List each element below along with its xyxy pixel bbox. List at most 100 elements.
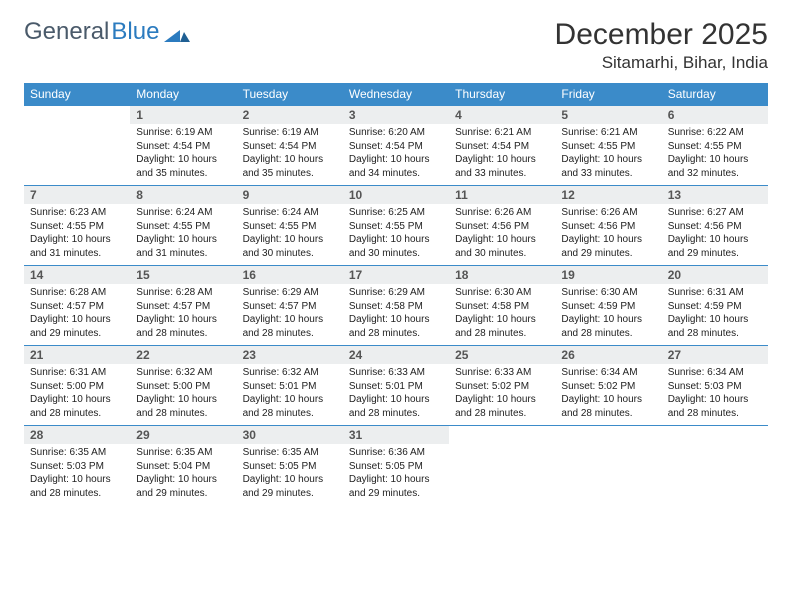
- day-details: Sunrise: 6:19 AMSunset: 4:54 PMDaylight:…: [237, 124, 343, 184]
- day-number: 26: [555, 346, 661, 364]
- day-number: 6: [662, 106, 768, 124]
- day-number: 23: [237, 346, 343, 364]
- calendar-cell: 28Sunrise: 6:35 AMSunset: 5:03 PMDayligh…: [24, 426, 130, 506]
- day-details: Sunrise: 6:19 AMSunset: 4:54 PMDaylight:…: [130, 124, 236, 184]
- calendar-cell: ..: [24, 106, 130, 186]
- day-number: 20: [662, 266, 768, 284]
- day-number: 11: [449, 186, 555, 204]
- day-details: Sunrise: 6:32 AMSunset: 5:00 PMDaylight:…: [130, 364, 236, 424]
- day-number: 28: [24, 426, 130, 444]
- day-number: 16: [237, 266, 343, 284]
- calendar-table: SundayMondayTuesdayWednesdayThursdayFrid…: [24, 83, 768, 506]
- day-details: Sunrise: 6:20 AMSunset: 4:54 PMDaylight:…: [343, 124, 449, 184]
- calendar-cell: 2Sunrise: 6:19 AMSunset: 4:54 PMDaylight…: [237, 106, 343, 186]
- day-details: Sunrise: 6:36 AMSunset: 5:05 PMDaylight:…: [343, 444, 449, 504]
- day-number: 1: [130, 106, 236, 124]
- month-title: December 2025: [555, 18, 768, 51]
- day-details: Sunrise: 6:28 AMSunset: 4:57 PMDaylight:…: [24, 284, 130, 344]
- calendar-cell: 4Sunrise: 6:21 AMSunset: 4:54 PMDaylight…: [449, 106, 555, 186]
- calendar-cell: 25Sunrise: 6:33 AMSunset: 5:02 PMDayligh…: [449, 346, 555, 426]
- day-number: 31: [343, 426, 449, 444]
- day-number: 24: [343, 346, 449, 364]
- day-details: Sunrise: 6:34 AMSunset: 5:02 PMDaylight:…: [555, 364, 661, 424]
- calendar-cell: 7Sunrise: 6:23 AMSunset: 4:55 PMDaylight…: [24, 186, 130, 266]
- day-number: 12: [555, 186, 661, 204]
- day-number: 18: [449, 266, 555, 284]
- calendar-cell: 24Sunrise: 6:33 AMSunset: 5:01 PMDayligh…: [343, 346, 449, 426]
- day-number: 25: [449, 346, 555, 364]
- day-details: Sunrise: 6:30 AMSunset: 4:59 PMDaylight:…: [555, 284, 661, 344]
- calendar-cell: 15Sunrise: 6:28 AMSunset: 4:57 PMDayligh…: [130, 266, 236, 346]
- calendar-cell: 20Sunrise: 6:31 AMSunset: 4:59 PMDayligh…: [662, 266, 768, 346]
- weekday-header: Wednesday: [343, 83, 449, 106]
- day-details: Sunrise: 6:26 AMSunset: 4:56 PMDaylight:…: [449, 204, 555, 264]
- day-number: 3: [343, 106, 449, 124]
- weekday-header: Saturday: [662, 83, 768, 106]
- calendar-cell: 31Sunrise: 6:36 AMSunset: 5:05 PMDayligh…: [343, 426, 449, 506]
- day-details: Sunrise: 6:23 AMSunset: 4:55 PMDaylight:…: [24, 204, 130, 264]
- day-details: Sunrise: 6:28 AMSunset: 4:57 PMDaylight:…: [130, 284, 236, 344]
- day-details: Sunrise: 6:30 AMSunset: 4:58 PMDaylight:…: [449, 284, 555, 344]
- day-details: Sunrise: 6:21 AMSunset: 4:54 PMDaylight:…: [449, 124, 555, 184]
- location: Sitamarhi, Bihar, India: [555, 53, 768, 73]
- weekday-header: Tuesday: [237, 83, 343, 106]
- day-number: 14: [24, 266, 130, 284]
- day-number: 17: [343, 266, 449, 284]
- calendar-cell: 22Sunrise: 6:32 AMSunset: 5:00 PMDayligh…: [130, 346, 236, 426]
- calendar-cell: 6Sunrise: 6:22 AMSunset: 4:55 PMDaylight…: [662, 106, 768, 186]
- day-details: Sunrise: 6:35 AMSunset: 5:05 PMDaylight:…: [237, 444, 343, 504]
- day-details: Sunrise: 6:33 AMSunset: 5:01 PMDaylight:…: [343, 364, 449, 424]
- day-number: 7: [24, 186, 130, 204]
- calendar-cell: 13Sunrise: 6:27 AMSunset: 4:56 PMDayligh…: [662, 186, 768, 266]
- calendar-cell: 19Sunrise: 6:30 AMSunset: 4:59 PMDayligh…: [555, 266, 661, 346]
- weekday-header: Friday: [555, 83, 661, 106]
- day-number: 15: [130, 266, 236, 284]
- day-number: 9: [237, 186, 343, 204]
- day-details: Sunrise: 6:31 AMSunset: 5:00 PMDaylight:…: [24, 364, 130, 424]
- day-details: Sunrise: 6:24 AMSunset: 4:55 PMDaylight:…: [237, 204, 343, 264]
- day-number: 21: [24, 346, 130, 364]
- weekday-header: Thursday: [449, 83, 555, 106]
- day-number: 5: [555, 106, 661, 124]
- logo-icon: [164, 22, 190, 42]
- calendar-cell: 8Sunrise: 6:24 AMSunset: 4:55 PMDaylight…: [130, 186, 236, 266]
- day-number: 19: [555, 266, 661, 284]
- day-number: 2: [237, 106, 343, 124]
- calendar-cell: ..: [449, 426, 555, 506]
- logo-text-1: General: [24, 18, 109, 46]
- day-details: Sunrise: 6:32 AMSunset: 5:01 PMDaylight:…: [237, 364, 343, 424]
- calendar-cell: 11Sunrise: 6:26 AMSunset: 4:56 PMDayligh…: [449, 186, 555, 266]
- day-details: Sunrise: 6:31 AMSunset: 4:59 PMDaylight:…: [662, 284, 768, 344]
- calendar-cell: 14Sunrise: 6:28 AMSunset: 4:57 PMDayligh…: [24, 266, 130, 346]
- calendar-cell: 18Sunrise: 6:30 AMSunset: 4:58 PMDayligh…: [449, 266, 555, 346]
- day-details: Sunrise: 6:35 AMSunset: 5:04 PMDaylight:…: [130, 444, 236, 504]
- logo: GeneralBlue: [24, 18, 190, 46]
- calendar-cell: ..: [662, 426, 768, 506]
- calendar-cell: 3Sunrise: 6:20 AMSunset: 4:54 PMDaylight…: [343, 106, 449, 186]
- calendar-cell: 16Sunrise: 6:29 AMSunset: 4:57 PMDayligh…: [237, 266, 343, 346]
- day-number: 29: [130, 426, 236, 444]
- day-details: Sunrise: 6:35 AMSunset: 5:03 PMDaylight:…: [24, 444, 130, 504]
- day-details: Sunrise: 6:21 AMSunset: 4:55 PMDaylight:…: [555, 124, 661, 184]
- calendar-cell: 5Sunrise: 6:21 AMSunset: 4:55 PMDaylight…: [555, 106, 661, 186]
- day-number: 22: [130, 346, 236, 364]
- header: GeneralBlue December 2025 Sitamarhi, Bih…: [24, 18, 768, 73]
- weekday-header: Monday: [130, 83, 236, 106]
- weekday-header: Sunday: [24, 83, 130, 106]
- day-details: Sunrise: 6:34 AMSunset: 5:03 PMDaylight:…: [662, 364, 768, 424]
- day-details: Sunrise: 6:29 AMSunset: 4:57 PMDaylight:…: [237, 284, 343, 344]
- calendar-cell: 21Sunrise: 6:31 AMSunset: 5:00 PMDayligh…: [24, 346, 130, 426]
- calendar-cell: 17Sunrise: 6:29 AMSunset: 4:58 PMDayligh…: [343, 266, 449, 346]
- calendar-cell: 27Sunrise: 6:34 AMSunset: 5:03 PMDayligh…: [662, 346, 768, 426]
- day-details: Sunrise: 6:27 AMSunset: 4:56 PMDaylight:…: [662, 204, 768, 264]
- calendar-cell: 23Sunrise: 6:32 AMSunset: 5:01 PMDayligh…: [237, 346, 343, 426]
- calendar-cell: 29Sunrise: 6:35 AMSunset: 5:04 PMDayligh…: [130, 426, 236, 506]
- calendar-cell: 10Sunrise: 6:25 AMSunset: 4:55 PMDayligh…: [343, 186, 449, 266]
- calendar-cell: 9Sunrise: 6:24 AMSunset: 4:55 PMDaylight…: [237, 186, 343, 266]
- day-details: Sunrise: 6:25 AMSunset: 4:55 PMDaylight:…: [343, 204, 449, 264]
- day-details: Sunrise: 6:33 AMSunset: 5:02 PMDaylight:…: [449, 364, 555, 424]
- calendar-cell: 12Sunrise: 6:26 AMSunset: 4:56 PMDayligh…: [555, 186, 661, 266]
- day-details: Sunrise: 6:22 AMSunset: 4:55 PMDaylight:…: [662, 124, 768, 184]
- day-number: 30: [237, 426, 343, 444]
- calendar-cell: 1Sunrise: 6:19 AMSunset: 4:54 PMDaylight…: [130, 106, 236, 186]
